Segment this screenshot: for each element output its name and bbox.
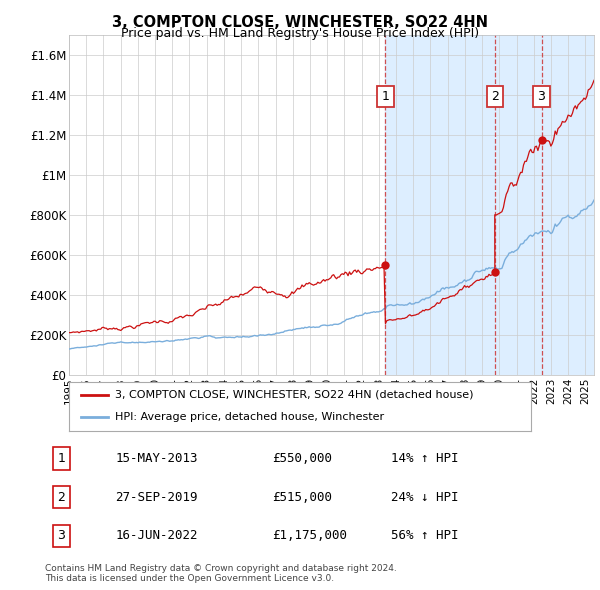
Text: 3: 3 <box>538 90 545 103</box>
Text: 2: 2 <box>57 490 65 504</box>
Text: £1,175,000: £1,175,000 <box>272 529 347 542</box>
Text: £515,000: £515,000 <box>272 490 332 504</box>
Text: HPI: Average price, detached house, Winchester: HPI: Average price, detached house, Winc… <box>115 412 385 422</box>
Text: 3: 3 <box>57 529 65 542</box>
Text: 15-MAY-2013: 15-MAY-2013 <box>115 452 198 465</box>
Text: £550,000: £550,000 <box>272 452 332 465</box>
Text: Price paid vs. HM Land Registry's House Price Index (HPI): Price paid vs. HM Land Registry's House … <box>121 27 479 40</box>
Text: 16-JUN-2022: 16-JUN-2022 <box>115 529 198 542</box>
Text: 2: 2 <box>491 90 499 103</box>
Text: 14% ↑ HPI: 14% ↑ HPI <box>391 452 458 465</box>
Text: 1: 1 <box>381 90 389 103</box>
Text: Contains HM Land Registry data © Crown copyright and database right 2024.
This d: Contains HM Land Registry data © Crown c… <box>45 563 397 583</box>
Text: 1: 1 <box>57 452 65 465</box>
Bar <box>385 35 594 375</box>
Text: 24% ↓ HPI: 24% ↓ HPI <box>391 490 458 504</box>
Text: 3, COMPTON CLOSE, WINCHESTER, SO22 4HN: 3, COMPTON CLOSE, WINCHESTER, SO22 4HN <box>112 15 488 30</box>
Text: 56% ↑ HPI: 56% ↑ HPI <box>391 529 458 542</box>
Text: 3, COMPTON CLOSE, WINCHESTER, SO22 4HN (detached house): 3, COMPTON CLOSE, WINCHESTER, SO22 4HN (… <box>115 390 474 400</box>
Text: 27-SEP-2019: 27-SEP-2019 <box>115 490 198 504</box>
